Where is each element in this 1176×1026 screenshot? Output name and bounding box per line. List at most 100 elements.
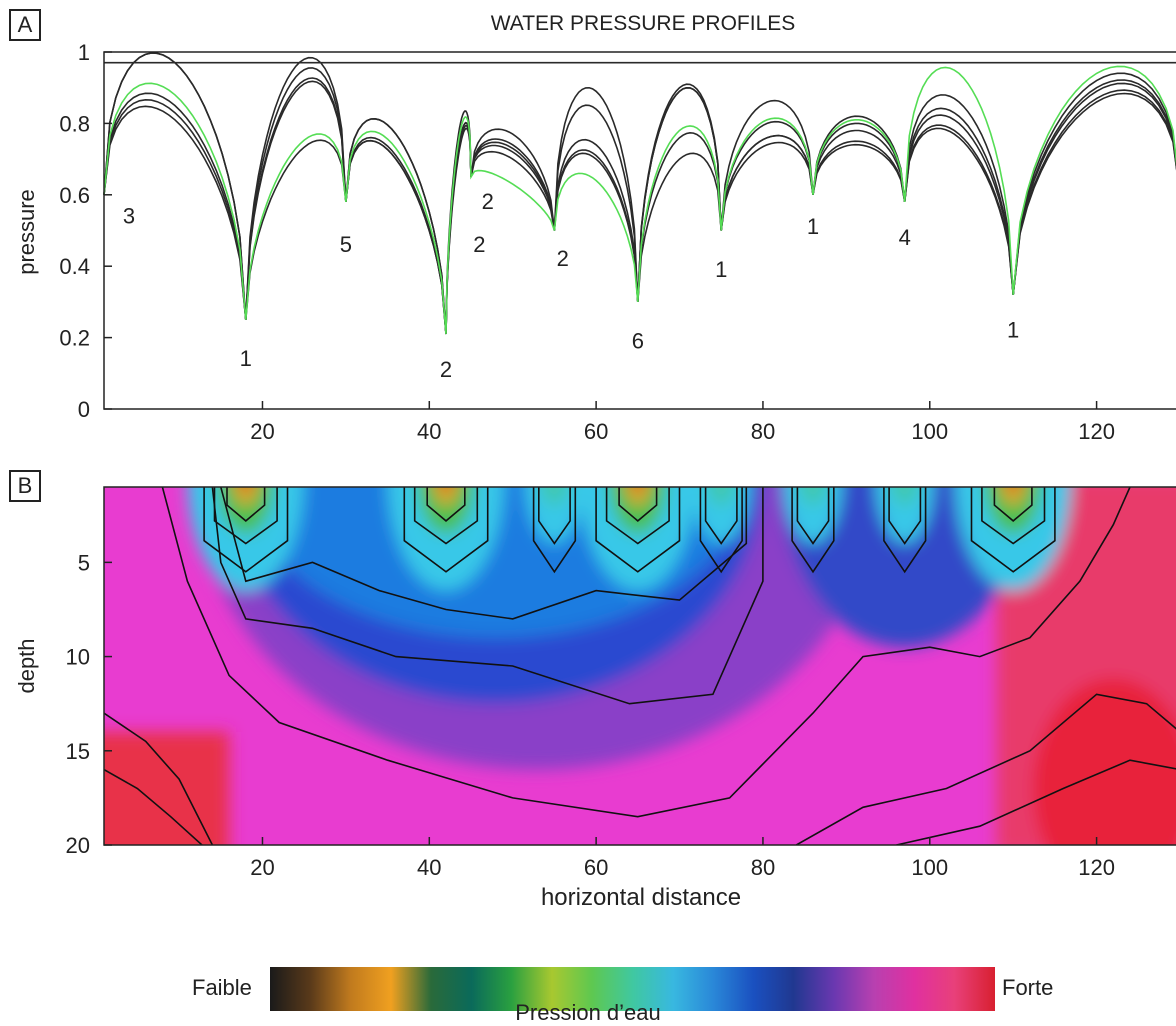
heat-well-cyan [525, 487, 584, 544]
contour-well [532, 487, 577, 574]
contour-well [426, 487, 466, 522]
heat-well-green [417, 487, 475, 535]
y-tick-label: 0 [78, 397, 90, 422]
profile-annotation: 1 [1007, 318, 1019, 343]
profile-annotation: 2 [557, 246, 569, 271]
y-tick-label: 1 [78, 40, 90, 65]
profile-annotation: 5 [340, 232, 352, 257]
heat-well-orange [1000, 487, 1026, 506]
colorbar-title: Pression d’eau [515, 1000, 661, 1025]
panel-b-label: B [9, 470, 41, 502]
x-tick-label: 40 [417, 855, 441, 880]
x-tick-label: 80 [751, 855, 775, 880]
contour-well [605, 487, 670, 545]
profile-annotation: 1 [240, 346, 252, 371]
colorbar-gradient [270, 967, 995, 1011]
heat-well-orange [233, 487, 259, 506]
contour-well [213, 487, 278, 545]
contour-line [104, 768, 204, 845]
heat-well-red [242, 487, 250, 489]
contour-well [970, 487, 1056, 573]
plot-a-lines [103, 52, 1176, 335]
heat-zone-lower [246, 487, 746, 638]
panel-a: WATER PRESSURE PROFILES 0 0.2 0.4 0.6 0.8 1 2… [14, 12, 1176, 444]
contour-line [896, 759, 1176, 845]
heat-well-red [442, 487, 450, 489]
plot-a-ylabel: pressure [14, 189, 39, 275]
y-tick-label: 20 [66, 833, 90, 858]
plot-b-y-axis: 5 10 15 20 [66, 550, 112, 858]
contour-well [413, 487, 479, 545]
x-tick-label: 120 [1078, 419, 1115, 444]
heat-well-green [798, 487, 828, 506]
x-tick-label: 20 [250, 855, 274, 880]
contour-line [211, 487, 764, 705]
profile-line [103, 77, 1176, 335]
x-tick-label: 40 [417, 419, 441, 444]
heat-well-orange [625, 487, 651, 506]
heat-well-red [1009, 487, 1017, 489]
contour-well [704, 487, 738, 545]
contour-well [595, 487, 681, 573]
x-tick-label: 20 [250, 419, 274, 444]
heat-well-green [217, 487, 275, 535]
heat-well-cyan [875, 487, 934, 544]
contour-line [161, 487, 1131, 818]
plot-b-x-axis: 20 40 60 80 100 120 [250, 837, 1115, 880]
profile-annotation: 1 [715, 257, 727, 282]
profile-line-highlight [103, 65, 1176, 335]
heat-well-cyan [955, 487, 1072, 591]
contour-well [888, 487, 922, 545]
heat-well-green [609, 487, 667, 535]
plot-b-ylabel: depth [14, 638, 39, 693]
heat-well-cyan [692, 487, 751, 544]
plot-b-xlabel: horizontal distance [541, 884, 741, 911]
panel-b: 5 10 15 20 20 40 60 80 100 120 depth horizontal … [14, 486, 1176, 911]
heat-zone-right-low [779, 487, 1030, 648]
plot-a-frame [103, 51, 1176, 410]
profile-annotation: 1 [807, 214, 819, 239]
contour-well [226, 487, 266, 522]
colorbar-row: Faible Forte [0, 955, 1176, 1015]
x-tick-label: 120 [1078, 855, 1115, 880]
x-tick-label: 100 [911, 419, 948, 444]
y-tick-label: 0.8 [59, 111, 90, 136]
y-tick-label: 15 [66, 739, 90, 764]
plot-a-annotations: 3 1 5 2 2 2 2 6 1 1 4 1 [123, 189, 1019, 382]
profile-annotation: 2 [440, 357, 452, 382]
colorbar-low-label: Faible [192, 975, 252, 1000]
contour-line [220, 487, 748, 620]
x-tick-label: 80 [751, 419, 775, 444]
heat-well-orange [433, 487, 459, 506]
heat-well-cyan [387, 487, 505, 591]
profile-line [103, 86, 1176, 335]
contour-well [618, 487, 658, 522]
contour-line [104, 712, 214, 845]
heat-well-green [984, 487, 1042, 535]
heat-well-cyan [579, 487, 697, 591]
contour-well [993, 487, 1033, 522]
y-tick-label: 0.6 [59, 183, 90, 208]
x-tick-label: 60 [584, 419, 608, 444]
profile-line [103, 52, 1176, 335]
plot-a-x-axis: 20 40 60 80 100 120 [250, 401, 1115, 444]
profile-line [103, 52, 1176, 335]
heat-well-cyan [784, 487, 842, 544]
contour-well [699, 487, 743, 574]
x-tick-label: 60 [584, 855, 608, 880]
heat-zone-high-right-core [1033, 678, 1176, 845]
panel-a-label: A [9, 9, 41, 41]
y-tick-label: 0.2 [59, 326, 90, 351]
contour-well [796, 487, 830, 545]
colorbar-high-label: Forte [1002, 975, 1054, 1000]
y-tick-label: 10 [66, 645, 90, 670]
chart-a-title: WATER PRESSURE PROFILES [491, 12, 796, 35]
contour-well [791, 487, 835, 574]
profile-annotation: 2 [482, 189, 494, 214]
heat-well-cyan [187, 487, 304, 591]
contour-well [403, 487, 489, 573]
heat-well-green [707, 487, 736, 506]
profile-annotation: 6 [632, 328, 644, 353]
heat-well-green [890, 487, 919, 506]
heatmap-field [104, 487, 1176, 845]
